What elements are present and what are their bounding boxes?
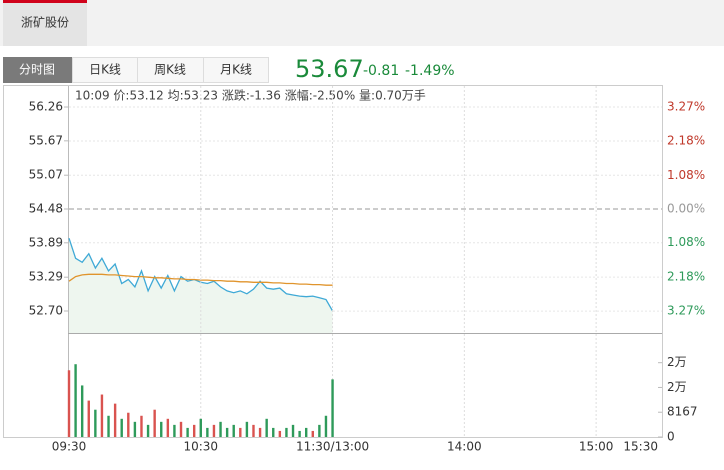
top-bar (0, 0, 724, 46)
volume-bar (298, 430, 301, 437)
volume-bar (80, 385, 84, 437)
volume-bar (199, 418, 202, 437)
y2-tick-label: 0.00% (667, 202, 705, 216)
y-tick-label: 2万 (667, 355, 687, 369)
volume-bar (291, 424, 295, 437)
y-tick-label: 53.89 (29, 235, 63, 249)
volume-bar (127, 412, 130, 437)
volume-bar (173, 424, 176, 437)
volume-bar (206, 427, 209, 437)
y-tick-label: 56.26 (29, 100, 63, 114)
y2-tick-label: 3.27% (667, 99, 705, 113)
y2-tick-label: 2.18% (667, 133, 705, 147)
tab-indicator (3, 0, 87, 3)
hover-info: 10:09 价:53.12 均:53.23 涨跌:-1.36 涨幅:-2.50%… (75, 88, 426, 103)
quote-change: -0.81 (363, 63, 399, 79)
stock-tab-label[interactable]: 浙矿股份 (21, 16, 69, 30)
volume-bar (74, 364, 77, 437)
y-tick-label: 53.29 (29, 270, 63, 284)
quote-change-pct: -1.49% (405, 63, 455, 79)
stock-tab[interactable] (3, 0, 87, 46)
volume-bar (305, 427, 308, 437)
x-tick-label: 09:30 (52, 440, 87, 454)
volume-bar (232, 424, 235, 437)
y-tick-label: 0 (667, 430, 675, 444)
volume-bar (324, 415, 328, 437)
y-tick-label: 54.48 (29, 202, 63, 216)
tab[interactable] (72, 57, 138, 83)
volume-bar (219, 421, 222, 437)
volume-bar (146, 424, 150, 437)
tab-label[interactable]: 月K线 (220, 63, 252, 77)
volume-bar (120, 418, 123, 437)
volume-bar (285, 427, 288, 437)
volume-bar (278, 430, 282, 437)
volume-bar (87, 400, 90, 437)
tab-label[interactable]: 日K线 (89, 63, 121, 77)
chart-frame (3, 85, 663, 438)
volume-bar (272, 427, 275, 437)
tab[interactable] (203, 57, 269, 83)
y-tick-label: 55.67 (29, 133, 63, 147)
volume-bar (94, 409, 97, 437)
volume-bar (67, 370, 71, 437)
plot: 56.26 55.67 55.07 54.48 53.89 53.29 52.70 3.27%… (29, 86, 705, 454)
volume-bar (166, 418, 170, 437)
volume-bar (239, 427, 242, 437)
volume-bar (258, 427, 262, 437)
x-tick-label: 10:30 (183, 440, 218, 454)
volume-bar (225, 427, 229, 437)
volume-bar (160, 421, 163, 437)
volume-bar (100, 394, 104, 437)
volume-bar (311, 430, 314, 437)
price-area (69, 238, 333, 333)
volume-bar (107, 415, 110, 437)
tab-label[interactable]: 分时图 (19, 63, 55, 77)
volume-bar (179, 421, 183, 437)
volume-bar (140, 415, 143, 437)
x-tick-label: 15:30 (623, 440, 658, 454)
x-tick-label: 15:00 (579, 440, 614, 454)
volume-bar (212, 424, 216, 437)
x-tick-label: 11:30/13:00 (296, 440, 369, 454)
volume-bar (192, 424, 196, 437)
series-line (68, 273, 333, 286)
y-tick-label: 52.70 (29, 303, 63, 317)
volume-bar (252, 424, 255, 437)
tab-label[interactable]: 周K线 (154, 63, 186, 77)
y-tick-label: 55.07 (29, 168, 63, 182)
volume-bar (153, 409, 156, 437)
y2-tick-label: 3.27% (667, 304, 705, 318)
y-tick-label: 8167 (667, 405, 698, 419)
volume-bar (331, 379, 334, 437)
volume-bar (318, 424, 321, 437)
x-tick-label: 14:00 (447, 440, 482, 454)
volume-bar (265, 418, 268, 437)
y2-tick-label: 2.18% (667, 270, 705, 284)
volume-bar (245, 421, 249, 437)
volume-bar (133, 421, 137, 437)
volume-bar (113, 403, 117, 437)
y2-tick-label: 1.08% (667, 168, 705, 182)
tab-active[interactable] (3, 57, 72, 83)
y-tick-label: 2万 (667, 380, 687, 394)
y2-tick-label: 1.08% (667, 235, 705, 249)
quote-price: 53.67 (295, 55, 364, 83)
volume-bar (186, 427, 189, 437)
